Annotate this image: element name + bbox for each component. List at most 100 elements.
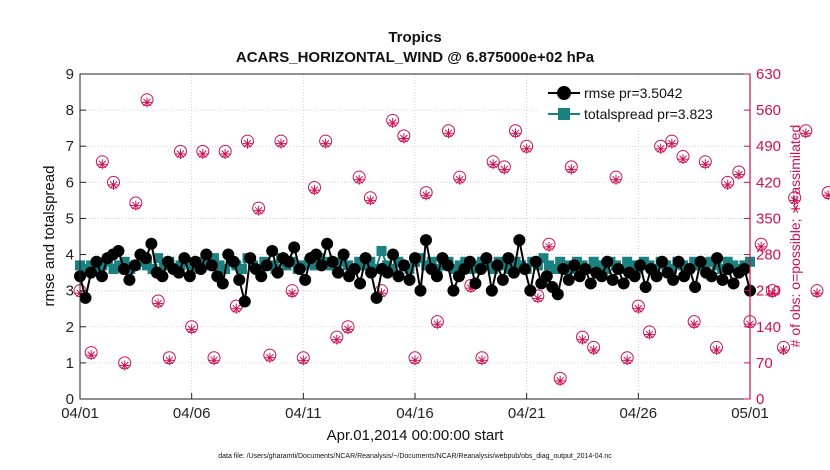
obs-assimilated-point bbox=[142, 97, 152, 108]
rmse-point bbox=[90, 255, 103, 268]
rmse-point bbox=[496, 273, 509, 286]
rmse-point bbox=[414, 284, 427, 297]
rmse-point bbox=[84, 266, 97, 279]
rmse-point bbox=[112, 244, 125, 257]
y-tick-label: 6 bbox=[66, 174, 74, 191]
spread-point bbox=[544, 260, 554, 271]
x-tick-label: 04/11 bbox=[285, 405, 321, 422]
y2-tick-label: 0 bbox=[756, 391, 764, 408]
obs-assimilated-point bbox=[130, 200, 141, 211]
rmse-point bbox=[507, 266, 520, 279]
rmse-point bbox=[145, 237, 158, 250]
obs-layer bbox=[73, 93, 830, 386]
rmse-point bbox=[271, 266, 284, 279]
obs-assimilated-point bbox=[443, 128, 454, 139]
obs-assimilated-point bbox=[666, 138, 677, 149]
spread-point bbox=[214, 260, 225, 271]
spread-point bbox=[142, 260, 152, 271]
obs-assimilated-point bbox=[532, 293, 543, 304]
rmse-point bbox=[474, 263, 487, 275]
spread-point bbox=[209, 253, 219, 264]
spread-point bbox=[393, 256, 404, 267]
rmse-point bbox=[584, 277, 597, 290]
rmse-point bbox=[639, 281, 652, 294]
y-tick-label: 1 bbox=[66, 355, 74, 372]
y2-tick-label: 70 bbox=[756, 355, 773, 372]
rmse-point bbox=[513, 234, 526, 247]
obs-assimilated-point bbox=[611, 174, 621, 185]
obs-assimilated-point bbox=[365, 195, 376, 206]
rmse-point bbox=[238, 295, 251, 308]
spread-point bbox=[343, 260, 353, 271]
obs-assimilated-point bbox=[398, 133, 409, 144]
obs-assimilated-point bbox=[387, 118, 398, 129]
rmse-point bbox=[617, 277, 630, 290]
obs-assimilated-point bbox=[644, 329, 655, 340]
spread-point bbox=[594, 260, 605, 271]
y-tick-label: 3 bbox=[66, 283, 74, 300]
y-tick-label: 4 bbox=[66, 247, 74, 264]
rmse-point bbox=[139, 252, 152, 265]
rmse-point bbox=[365, 266, 378, 279]
spread-point bbox=[728, 260, 739, 271]
spread-point bbox=[309, 260, 320, 271]
obs-assimilated-point bbox=[86, 350, 97, 361]
rmse-point bbox=[612, 263, 625, 275]
rmse-point bbox=[282, 255, 295, 268]
rmse-point bbox=[293, 263, 306, 275]
rmse-point bbox=[381, 266, 394, 279]
y-tick-label: 9 bbox=[66, 66, 74, 83]
legend-spread-label: totalspread pr=3.823 bbox=[584, 106, 713, 122]
rmse-point bbox=[694, 255, 707, 268]
obs-assimilated-point bbox=[432, 319, 443, 330]
obs-assimilated-point bbox=[655, 143, 666, 154]
legend-spread-marker bbox=[558, 108, 570, 120]
obs-assimilated-point bbox=[577, 334, 588, 345]
obs-assimilated-point bbox=[421, 190, 432, 201]
rmse-point bbox=[79, 291, 92, 304]
rmse-point bbox=[540, 270, 553, 283]
legend-box bbox=[539, 79, 743, 129]
obs-assimilated-point bbox=[800, 128, 811, 139]
rmse-point bbox=[337, 248, 350, 261]
data-file-footer: data file: /Users/gharamti/Documents/NCA… bbox=[218, 453, 612, 460]
rmse-point bbox=[722, 263, 735, 275]
y2-tick-label: 140 bbox=[756, 319, 781, 336]
rmse-point bbox=[354, 277, 367, 290]
rmse-point bbox=[233, 273, 246, 286]
obs-assimilated-point bbox=[454, 174, 465, 185]
obs-assimilated-point bbox=[510, 128, 521, 139]
rmse-point bbox=[568, 259, 581, 272]
x-tick-label: 04/21 bbox=[508, 405, 546, 422]
obs-assimilated-point bbox=[544, 241, 554, 252]
y2-tick-label: 420 bbox=[756, 174, 781, 191]
spread-point bbox=[80, 264, 91, 274]
y2-tick-label: 280 bbox=[756, 247, 781, 264]
rmse-point bbox=[689, 281, 702, 294]
rmse-point bbox=[266, 244, 279, 257]
rmse-point bbox=[480, 252, 493, 265]
obs-assimilated-point bbox=[812, 288, 822, 299]
rmse-point bbox=[315, 259, 328, 272]
y2-tick-label: 490 bbox=[756, 138, 781, 155]
rmse-point bbox=[628, 270, 641, 283]
obs-assimilated-point bbox=[119, 360, 130, 371]
rmse-point bbox=[716, 273, 729, 286]
rmse-point bbox=[216, 277, 229, 290]
rmse-point bbox=[606, 273, 619, 286]
rmse-point bbox=[403, 273, 416, 286]
rmse-point bbox=[419, 234, 432, 247]
obs-assimilated-point bbox=[733, 169, 744, 180]
spread-point bbox=[705, 256, 716, 267]
spread-point bbox=[449, 264, 460, 274]
rmse-point bbox=[727, 277, 740, 290]
rmse-point bbox=[529, 255, 542, 268]
spread-point bbox=[499, 260, 510, 271]
rmse-point bbox=[172, 266, 185, 279]
rmse-point bbox=[194, 263, 207, 275]
obs-assimilated-point bbox=[778, 344, 789, 355]
rmse-layer bbox=[74, 234, 756, 308]
y2-tick-label: 210 bbox=[756, 283, 781, 300]
rmse-point bbox=[183, 270, 196, 283]
